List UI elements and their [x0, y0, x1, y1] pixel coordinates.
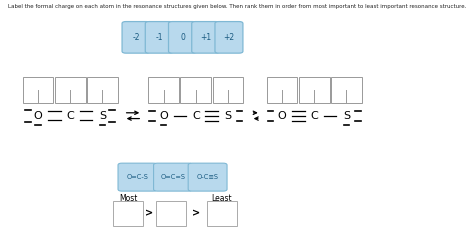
Text: -2: -2	[132, 33, 140, 42]
Text: S: S	[99, 111, 106, 121]
FancyBboxPatch shape	[215, 22, 243, 53]
FancyBboxPatch shape	[145, 22, 173, 53]
FancyBboxPatch shape	[331, 77, 362, 103]
Text: 0: 0	[180, 33, 185, 42]
FancyBboxPatch shape	[299, 77, 330, 103]
FancyBboxPatch shape	[212, 77, 243, 103]
Text: Most: Most	[119, 194, 137, 203]
Text: O=C-S: O=C-S	[127, 174, 148, 180]
Text: >: >	[145, 208, 154, 218]
Text: O: O	[278, 111, 286, 121]
FancyBboxPatch shape	[180, 77, 211, 103]
Text: -1: -1	[155, 33, 163, 42]
Text: S: S	[343, 111, 350, 121]
FancyBboxPatch shape	[207, 201, 237, 226]
FancyBboxPatch shape	[113, 201, 143, 226]
FancyBboxPatch shape	[154, 163, 192, 191]
FancyBboxPatch shape	[23, 77, 53, 103]
Text: O: O	[34, 111, 42, 121]
FancyBboxPatch shape	[122, 22, 150, 53]
Text: O=C=S: O=C=S	[161, 174, 185, 180]
Text: Least: Least	[211, 194, 232, 203]
FancyBboxPatch shape	[55, 77, 86, 103]
Text: +2: +2	[223, 33, 235, 42]
Text: C: C	[310, 111, 318, 121]
FancyBboxPatch shape	[169, 22, 196, 53]
Text: O: O	[159, 111, 168, 121]
FancyBboxPatch shape	[118, 163, 157, 191]
FancyBboxPatch shape	[191, 22, 219, 53]
FancyBboxPatch shape	[266, 77, 298, 103]
Text: Label the formal charge on each atom in the resonance structures given below. Th: Label the formal charge on each atom in …	[8, 4, 466, 9]
Text: O-C≡S: O-C≡S	[197, 174, 219, 180]
Text: +1: +1	[200, 33, 211, 42]
Text: C: C	[66, 111, 74, 121]
FancyBboxPatch shape	[155, 201, 185, 226]
FancyBboxPatch shape	[188, 163, 227, 191]
Text: >: >	[191, 208, 200, 218]
Text: C: C	[192, 111, 200, 121]
FancyBboxPatch shape	[148, 77, 179, 103]
FancyBboxPatch shape	[87, 77, 118, 103]
Text: S: S	[224, 111, 232, 121]
